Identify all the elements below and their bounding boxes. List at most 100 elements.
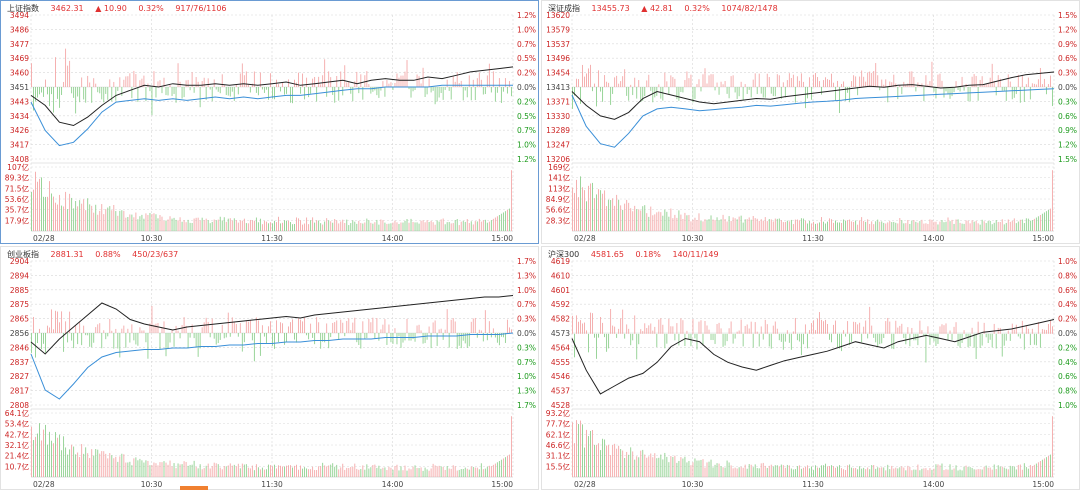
down-tick-bar	[91, 333, 93, 348]
up-tick-bar	[885, 321, 887, 334]
down-tick-bar	[113, 333, 115, 349]
down-tick-bar	[215, 333, 217, 345]
panel-chinext[interactable]: 创业板指 2881.31 0.88% 450/23/637 2904 2894 28…	[0, 246, 539, 490]
volume-bar-down	[941, 463, 943, 477]
up-tick-bar	[901, 323, 903, 334]
up-tick-bar	[1009, 81, 1011, 87]
up-tick-bar	[109, 79, 111, 87]
volume-bar-up	[582, 187, 583, 231]
down-tick-bar	[612, 87, 614, 94]
volume-bar-up	[634, 205, 636, 231]
up-tick-bar	[851, 81, 853, 87]
up-tick-bar	[891, 82, 893, 87]
volume-bar-up	[672, 218, 674, 231]
up-tick-bar	[983, 84, 985, 87]
volume-bar-up	[622, 450, 624, 477]
up-tick-bar	[364, 75, 366, 87]
volume-bar-up	[652, 215, 654, 231]
volume-bar-down	[438, 221, 440, 231]
up-tick-bar	[760, 326, 762, 334]
volume-bar-down	[61, 205, 63, 231]
up-tick-bar	[185, 325, 187, 333]
down-tick-bar	[145, 87, 147, 102]
down-tick-bar	[71, 87, 73, 94]
panel-csi300[interactable]: 沪深300 4581.65 0.18% 140/11/149 4619 4610 4…	[541, 246, 1080, 490]
volume-bar-down	[1027, 468, 1029, 477]
volume-bar-up	[251, 220, 253, 231]
volume-bar-down	[985, 465, 987, 477]
down-tick-bar	[378, 87, 380, 98]
volume-bar-down	[446, 222, 448, 231]
down-tick-bar	[794, 87, 796, 103]
volume-bar-down	[484, 219, 486, 231]
volume-bar-up	[925, 223, 927, 231]
panel-szse-component[interactable]: 深证成指 13455.73 ▲ 42.81 0.32% 1074/82/1478…	[541, 0, 1080, 244]
up-tick-bar	[861, 70, 863, 87]
volume-bar-down	[684, 456, 686, 477]
volume-bar-down	[1005, 222, 1007, 231]
volume-bar-up	[604, 190, 606, 231]
volume-bar-down	[191, 223, 193, 231]
volume-bar-down	[65, 447, 67, 477]
volume-bar-up	[576, 420, 577, 477]
down-tick-bar	[306, 333, 308, 336]
scroll-tab[interactable]	[180, 486, 208, 490]
volume-bar-up	[895, 467, 897, 477]
volume-bar-up	[592, 429, 593, 477]
volume-bar-down	[1047, 209, 1049, 231]
volume-bar-down	[406, 218, 408, 231]
volume-bar-up	[983, 221, 985, 231]
price-tick-label: 4528	[551, 401, 570, 410]
volume-bar-up	[111, 210, 113, 231]
down-tick-bar	[193, 333, 195, 339]
panel-sse-composite[interactable]: 上证指数 3462.31 ▲ 10.90 0.32% 917/76/1106 3…	[0, 0, 539, 244]
volume-bar-down	[943, 222, 945, 231]
volume-bar-up	[867, 467, 869, 477]
volume-bar-down	[223, 217, 225, 231]
pct-tick-label: 0.0%	[517, 329, 536, 338]
volume-bar-down	[137, 460, 139, 477]
pct-tick-label: 0.0%	[1058, 83, 1077, 92]
volume-bar-up	[195, 466, 197, 477]
volume-bar-up	[1029, 464, 1031, 477]
price-tick-label: 2827	[10, 372, 29, 381]
volume-bar-up	[288, 465, 289, 477]
up-tick-bar	[203, 322, 205, 333]
volume-bar-up	[646, 213, 648, 231]
volume-tick-label: 10.7亿	[5, 461, 30, 471]
down-tick-bar	[502, 87, 504, 92]
volume-bar-up	[929, 468, 931, 477]
down-tick-bar	[217, 333, 219, 344]
volume-bar-down	[63, 436, 65, 477]
volume-bar-down	[215, 220, 217, 231]
price-tick-label: 3443	[10, 97, 29, 106]
volume-bar-down	[1011, 466, 1013, 477]
volume-bar-up	[400, 222, 402, 231]
up-tick-bar	[332, 322, 334, 333]
up-tick-bar	[213, 79, 215, 87]
volume-bar-up	[574, 443, 575, 477]
up-tick-bar	[45, 79, 46, 87]
volume-bar-down	[891, 222, 893, 231]
up-tick-bar	[624, 69, 626, 87]
down-tick-bar	[77, 333, 79, 345]
price-tick-label: 3426	[10, 126, 29, 135]
volume-bar-down	[949, 221, 951, 231]
volume-bar-up	[394, 220, 396, 231]
volume-bar-up	[770, 464, 772, 477]
up-tick-bar	[231, 317, 233, 333]
volume-bar-up	[119, 456, 121, 477]
up-tick-bar	[131, 324, 133, 333]
up-tick-bar	[602, 322, 604, 334]
volume-bar-up	[466, 468, 468, 477]
volume-tick-label: 42.7亿	[5, 429, 30, 439]
pct-tick-label: 0.9%	[1058, 126, 1077, 135]
down-tick-bar	[169, 333, 171, 343]
up-tick-bar	[754, 322, 756, 334]
up-tick-bar	[592, 313, 593, 334]
up-tick-bar	[823, 80, 824, 87]
down-tick-bar	[199, 87, 201, 108]
volume-bar-up	[392, 222, 394, 231]
volume-bar-down	[792, 469, 794, 477]
volume-bar-down	[839, 465, 841, 477]
